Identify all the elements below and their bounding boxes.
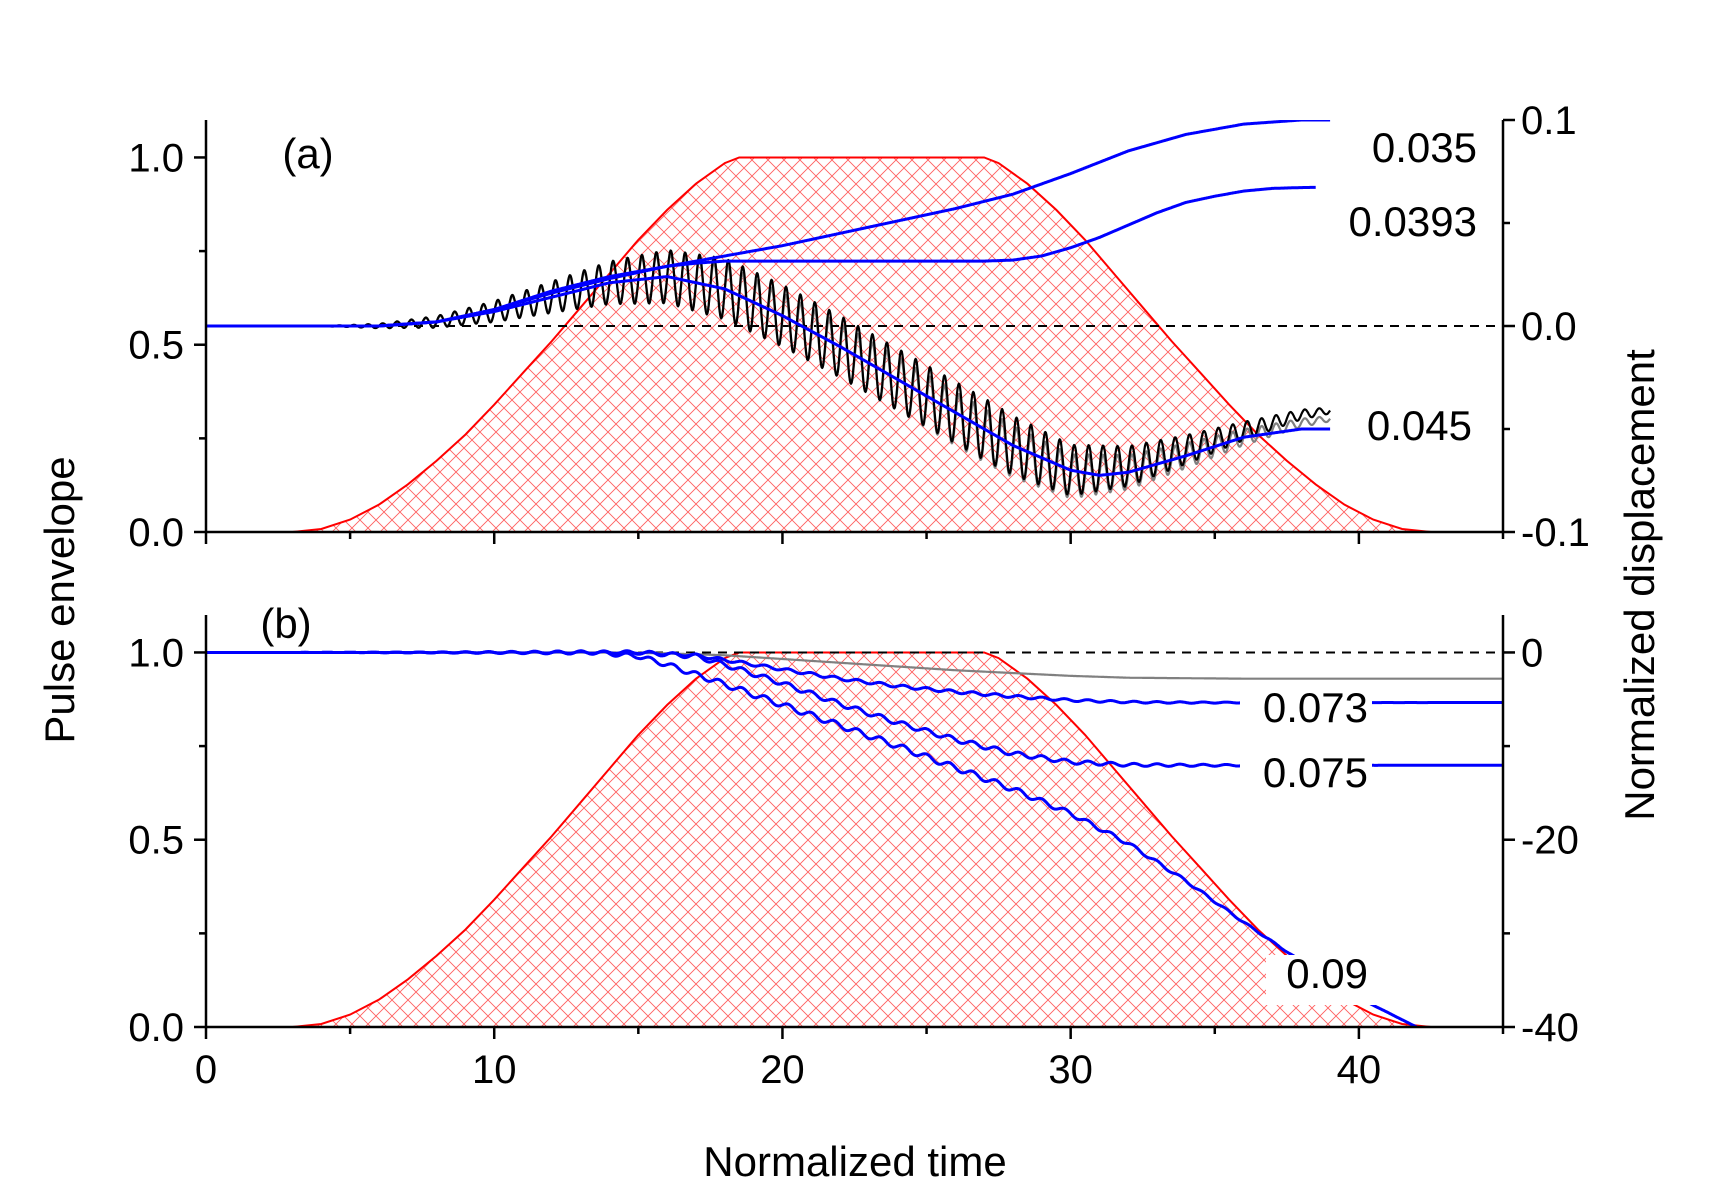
series-line-0-045 xyxy=(206,275,1331,477)
y-axis-left-title: Pulse envelope xyxy=(36,456,83,743)
panel-a: 0.035 0.0393 0.045 0.0 0.5 1.0 -0.1 0.0 0.1 (a) xyxy=(128,99,1590,555)
y-axis-right-title: Normalized displacement xyxy=(1616,349,1663,821)
y-left-tick-label: 0.5 xyxy=(128,324,184,368)
y-right-tick-label: 0 xyxy=(1521,631,1543,675)
x-tick-label: 10 xyxy=(472,1048,517,1092)
x-tick-label: 30 xyxy=(1048,1048,1093,1092)
curve-label: 0.045 xyxy=(1367,402,1472,449)
panel-label: (b) xyxy=(260,600,311,647)
curve-label: 0.09 xyxy=(1286,950,1368,997)
curve-label-background xyxy=(1312,206,1480,252)
curve-label-background xyxy=(1340,132,1482,178)
curve-label-background xyxy=(1240,690,1372,738)
curve-label: 0.035 xyxy=(1372,124,1477,171)
x-axis-title: Normalized time xyxy=(703,1138,1006,1185)
panel-b: 0.073 0.075 0.09 0 10 20 30 40 0.0 0.5 1.0 -40 -20 0 (… xyxy=(128,600,1578,1092)
curve-label-background xyxy=(1346,410,1476,456)
y-left-tick-label: 1.0 xyxy=(128,631,184,675)
y-right-tick-label: 0.0 xyxy=(1521,305,1577,349)
x-tick-label: 20 xyxy=(760,1048,805,1092)
y-right-tick-label: -40 xyxy=(1521,1006,1579,1050)
curve-label: 0.0393 xyxy=(1349,198,1477,245)
curve-label-background xyxy=(1240,756,1372,804)
y-left-tick-label: 1.0 xyxy=(128,136,184,180)
y-right-tick-label: -20 xyxy=(1521,819,1579,863)
curve-label-background xyxy=(1266,955,1376,1005)
y-left-tick-label: 0.5 xyxy=(128,819,184,863)
envelope-fill xyxy=(206,652,1503,1027)
plot-area xyxy=(206,120,1503,532)
x-tick-label: 0 xyxy=(195,1048,217,1092)
y-left-tick-label: 0.0 xyxy=(128,511,184,555)
series-line-0-09 xyxy=(206,649,1418,1027)
envelope-line xyxy=(206,156,1503,532)
curve-label: 0.073 xyxy=(1263,684,1368,731)
panel-label: (a) xyxy=(282,130,333,177)
x-tick-label: 40 xyxy=(1337,1048,1382,1092)
y-right-tick-label: 0.1 xyxy=(1521,99,1577,143)
y-left-tick-label: 0.0 xyxy=(128,1006,184,1050)
curve-label: 0.075 xyxy=(1263,749,1368,796)
y-right-tick-label: -0.1 xyxy=(1521,511,1590,555)
